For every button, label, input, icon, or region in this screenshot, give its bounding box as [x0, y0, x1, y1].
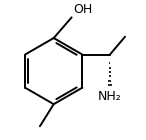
Text: OH: OH: [73, 3, 92, 16]
Text: NH₂: NH₂: [98, 90, 122, 103]
